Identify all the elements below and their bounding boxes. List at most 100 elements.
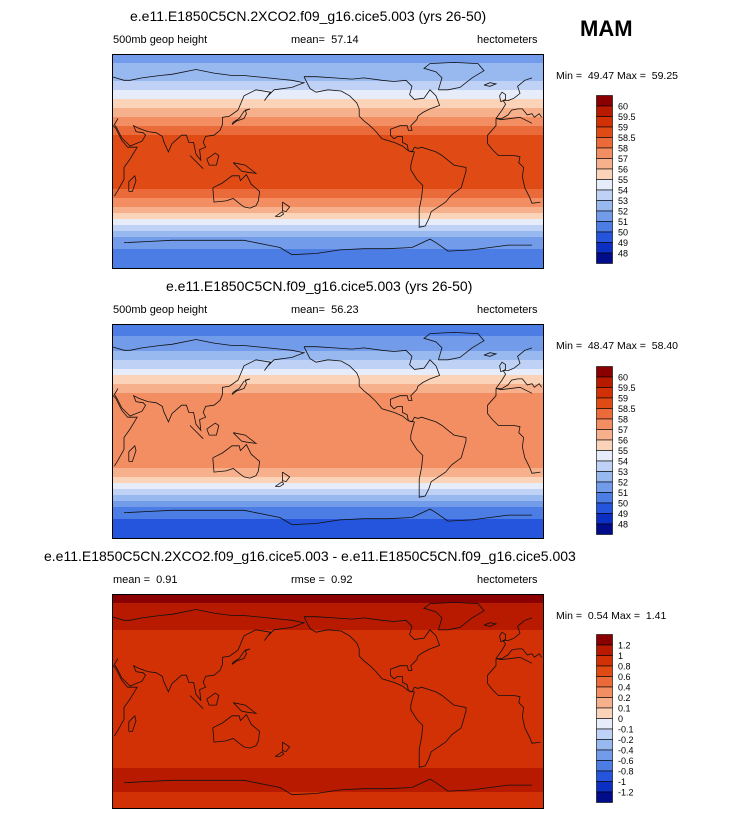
colorbar-tick-label: 56: [618, 165, 628, 175]
contour-band: [112, 255, 544, 258]
colorbar-tick-label: 50: [618, 499, 628, 509]
contour-band: [112, 483, 544, 486]
panel3-min-label: Min =: [556, 610, 582, 622]
colorbar-tick-label: 0.4: [618, 683, 631, 693]
contour-band: [112, 414, 544, 417]
coastline: [303, 616, 467, 768]
contour-band: [112, 492, 544, 495]
contour-band: [112, 381, 544, 384]
colorbar-tick-label: -0.8: [618, 767, 634, 777]
colorbar-box: [596, 492, 613, 504]
contour-band: [112, 747, 544, 750]
contour-band: [112, 351, 544, 354]
contour-band: [112, 225, 544, 228]
contour-band: [112, 735, 544, 738]
contour-band: [112, 132, 544, 135]
coastline: [189, 695, 204, 709]
contour-band: [112, 243, 544, 246]
contour-band: [112, 438, 544, 441]
colorbar-box: [596, 168, 613, 180]
contour-band: [112, 525, 544, 528]
contour-band: [112, 252, 544, 255]
colorbar-box: [596, 450, 613, 462]
contour-band: [112, 78, 544, 81]
contour-band: [112, 198, 544, 201]
map-frame: [112, 54, 544, 269]
contour-band: [112, 630, 544, 633]
contour-band: [112, 120, 544, 123]
coastline: [483, 622, 498, 627]
contour-band: [112, 708, 544, 711]
contour-band: [112, 741, 544, 744]
contour-band: [112, 210, 544, 213]
coastline: [123, 238, 532, 256]
colorbar-box: [596, 770, 613, 782]
contour-band: [112, 348, 544, 351]
coastline: [112, 609, 542, 702]
contour-band: [112, 639, 544, 642]
colorbar-tick-label: 58: [618, 415, 628, 425]
contour-band: [112, 237, 544, 240]
contour-band: [112, 405, 544, 408]
contour-band: [112, 507, 544, 510]
panel3-max-label: Max =: [611, 610, 641, 622]
contour-band: [112, 468, 544, 471]
contour-band: [112, 150, 544, 153]
colorbar-tick-label: 58.5: [618, 133, 636, 143]
contour-band: [112, 603, 544, 606]
contour-band: [112, 360, 544, 363]
contour-band: [112, 759, 544, 762]
contour-band: [112, 336, 544, 339]
coastline: [303, 76, 467, 228]
coastline: [206, 152, 220, 166]
colorbar-tick-label: -0.2: [618, 735, 634, 745]
colorbar-box: [596, 376, 613, 388]
colorbar-tick-label: 49: [618, 509, 628, 519]
colorbar-tick-label: 1: [618, 651, 623, 661]
panel3-min-value: 0.54: [587, 610, 609, 622]
contour-band: [112, 624, 544, 627]
panel2-title: e.e11.E1850C5CN.f09_g16.cice5.003 (yrs 2…: [166, 278, 473, 294]
contour-band: [112, 108, 544, 111]
contour-band: [112, 264, 544, 267]
colorbar-box: [596, 686, 613, 698]
colorbar-tick-label: 58.5: [618, 404, 636, 414]
contour-band: [112, 126, 544, 129]
panel2-min-label: Min =: [556, 340, 582, 352]
contour-band: [112, 522, 544, 525]
colorbar-tick-label: 1.2: [618, 641, 631, 651]
coastline: [212, 713, 261, 749]
panel3-colorbar: 1.210.80.60.40.20.10-0.1-0.2-0.4-0.6-0.8…: [596, 634, 634, 803]
coastline: [232, 432, 258, 444]
contour-band: [112, 84, 544, 87]
contour-band: [112, 636, 544, 639]
contour-band: [112, 153, 544, 156]
coastline: [189, 425, 204, 439]
colorbar-tick-label: -0.6: [618, 756, 634, 766]
contour-band: [112, 177, 544, 180]
colorbar-box: [596, 252, 613, 264]
colorbar-box: [596, 471, 613, 483]
contour-band: [112, 675, 544, 678]
colorbar-tick-label: 60: [618, 373, 628, 383]
colorbar-box: [596, 644, 613, 656]
contour-band: [112, 744, 544, 747]
contour-band: [112, 402, 544, 405]
coastline: [499, 91, 506, 103]
contour-band: [112, 102, 544, 105]
coastline: [232, 162, 258, 174]
panel3-rmse-value: 0.92: [331, 574, 353, 586]
contour-band: [112, 417, 544, 420]
contour-band: [112, 333, 544, 336]
colorbar-tick-label: 50: [618, 228, 628, 238]
panel3-rmse-label: rmse =: [291, 574, 325, 586]
contour-band: [112, 690, 544, 693]
panel1-units: hectometers: [477, 34, 538, 46]
coastline: [112, 69, 542, 162]
panel1-min-value: 49.47: [587, 70, 615, 82]
map-frame: [112, 324, 544, 539]
colorbar-tick-label: 0.8: [618, 662, 631, 672]
contour-band: [112, 363, 544, 366]
contour-band: [112, 498, 544, 501]
panel2-min-value: 48.47: [587, 340, 615, 352]
